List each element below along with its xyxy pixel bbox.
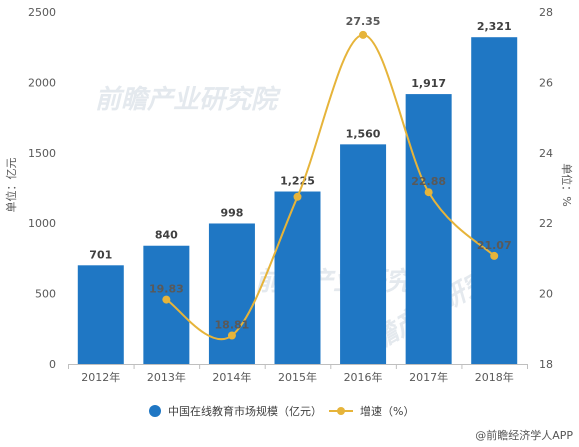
source-credit: @前瞻经济学人APP [475,428,573,442]
x-tick-label: 2016年 [344,370,383,384]
legend-swatch-bar [149,405,161,417]
y2-tick-label: 24 [539,147,553,160]
y-tick-label: 0 [49,358,56,371]
bar-value-label: 1,560 [346,127,381,140]
bar [405,94,452,365]
y2-axis-title: 单位：% [560,163,574,206]
y-tick-label: 1000 [28,217,56,230]
y2-tick-label: 22 [539,217,553,230]
x-tick-label: 2013年 [147,370,186,384]
y-tick-label: 500 [35,288,56,301]
x-tick-label: 2018年 [475,370,514,384]
plot-area: 701 840 998 1,225 1,560 1,917 2,321 19.83 18.81 2… [77,15,518,365]
growth-rate-point [359,30,368,39]
y-tick-label: 2000 [28,76,56,89]
line-value-label: 27.35 [346,15,381,28]
watermark-text: 前瞻产业研究院 [95,85,281,115]
bar-value-label: 1,917 [411,77,446,90]
legend-label-line: 增速（%） [360,404,414,418]
y-tick-label: 1500 [28,147,56,160]
line-value-label: 18.81 [215,318,250,331]
y2-tick-label: 18 [539,358,553,371]
axes: 0 500 1000 1500 2000 2500 18 20 22 24 26 28 2012年 201… [28,6,553,384]
y2-tick-label: 28 [539,6,553,19]
bar [274,191,321,364]
bar [208,223,255,364]
bar [340,144,387,364]
legend: 中国在线教育市场规模（亿元） 增速（%） [149,404,414,418]
legend-swatch-point [337,407,345,415]
line-value-label: 19.83 [149,283,184,296]
line-value-label: 21.07 [477,239,512,252]
line-value-label: 22.88 [411,175,446,188]
bar-value-label: 1,225 [280,175,315,188]
bar [471,37,518,365]
bar [143,245,190,364]
x-tick-label: 2015年 [278,370,317,384]
y2-tick-label: 20 [539,288,553,301]
bar-value-label: 701 [89,248,112,261]
growth-rate-point [490,251,499,260]
x-tick-label: 2012年 [81,370,120,384]
growth-rate-point [162,295,171,304]
growth-rate-point [293,192,302,201]
y-tick-label: 2500 [28,6,56,19]
bar [77,265,124,364]
x-tick-label: 2017年 [409,370,448,384]
bar-value-label: 2,321 [477,20,512,33]
bar-value-label: 840 [155,229,178,242]
x-tick-label: 2014年 [212,370,251,384]
growth-rate-point [227,331,236,340]
bar-value-label: 998 [220,206,243,219]
growth-rate-point [424,188,433,197]
y-axis-title: 单位：亿元 [4,158,18,213]
legend-label-bar: 中国在线教育市场规模（亿元） [168,404,322,418]
y2-tick-label: 26 [539,76,553,89]
